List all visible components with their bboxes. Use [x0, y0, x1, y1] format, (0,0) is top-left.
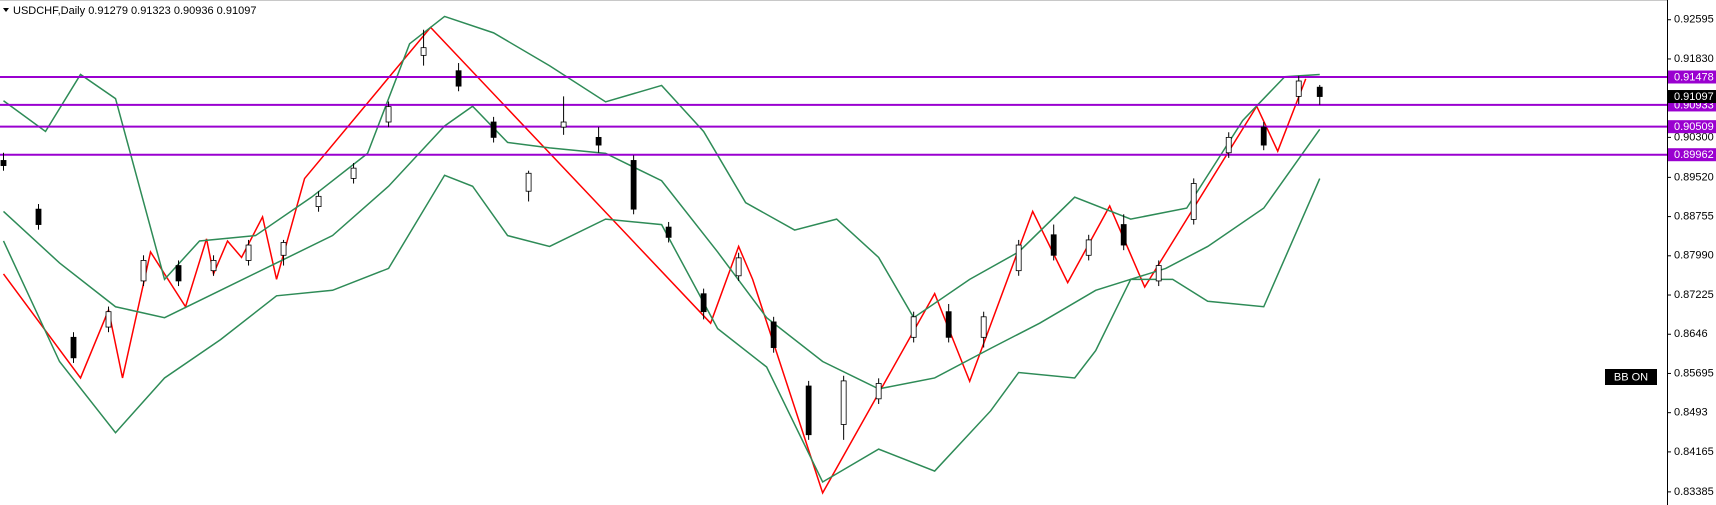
candle-body	[595, 136, 602, 146]
candle-body	[1295, 80, 1302, 97]
candle-body	[0, 160, 7, 166]
close: 0.91097	[217, 5, 257, 17]
candle-body	[280, 242, 287, 256]
candle-body	[175, 265, 182, 282]
current-price-box	[1668, 90, 1716, 104]
candle-body	[980, 316, 987, 338]
candle-body	[1225, 136, 1232, 154]
candle-body	[1316, 86, 1323, 97]
candle-body	[875, 383, 882, 400]
candle-body	[770, 321, 777, 348]
y-tick-label: 0.84165	[1674, 446, 1714, 458]
current-price-label: 0.91097	[1674, 91, 1714, 103]
candle-body	[245, 244, 252, 261]
y-tick-label: 0.87225	[1674, 289, 1714, 301]
candle-body	[210, 260, 217, 272]
y-tick-label: 0.83385	[1674, 486, 1714, 498]
candle-body	[315, 195, 322, 207]
level-label: 0.90509	[1674, 121, 1714, 133]
candle-body	[805, 385, 812, 436]
candle-body	[910, 316, 917, 338]
symbol: USDCHF,Daily	[13, 5, 86, 17]
band-line	[2, 105, 1321, 390]
candle-body	[1120, 224, 1127, 246]
level-label-box	[1668, 120, 1716, 134]
candle-body	[105, 311, 112, 328]
candle-body	[945, 311, 952, 338]
candle-body	[70, 336, 77, 359]
level-label: 0.89962	[1674, 149, 1714, 161]
level-label-box	[1668, 148, 1716, 162]
level-label: 0.91478	[1674, 71, 1714, 83]
candle-body	[1015, 244, 1022, 272]
y-tick-label: 0.8493	[1674, 407, 1708, 419]
band-line	[3, 15, 1320, 319]
y-tick-label: 0.90300	[1674, 131, 1714, 143]
candle-body	[840, 380, 847, 425]
y-tick-label: 0.87990	[1674, 250, 1714, 262]
candle-body	[385, 106, 392, 123]
candle-body	[525, 172, 532, 192]
candle-body	[700, 293, 707, 313]
y-tick-label: 0.92595	[1674, 14, 1714, 26]
y-tick-label: 0.89520	[1674, 171, 1714, 183]
high: 0.91323	[131, 5, 171, 17]
low: 0.90936	[174, 5, 214, 17]
lines	[0, 15, 1667, 495]
candle-body	[560, 121, 567, 128]
chart-header: USDCHF,Daily 0.91279 0.91323 0.90936 0.9…	[13, 5, 256, 17]
candle-body	[1050, 234, 1057, 256]
indicator-badge[interactable]	[1605, 369, 1657, 385]
candles	[0, 29, 1323, 440]
indicator-label[interactable]: BB ON	[1614, 371, 1648, 383]
candle-body	[1190, 183, 1197, 220]
candle-body	[490, 121, 497, 138]
candle-body	[35, 208, 42, 225]
menu-triangle[interactable]	[3, 8, 9, 12]
candle-body	[1155, 265, 1162, 282]
axis: 0.92595 0.91830 0.90300 0.89520 0.88755 0.879…	[1667, 14, 1716, 498]
y-tick-label: 0.8646	[1674, 328, 1708, 340]
y-tick-label: 0.91830	[1674, 53, 1714, 65]
candle-body	[735, 257, 742, 277]
candle-body	[420, 47, 427, 56]
candle-body	[1260, 126, 1267, 146]
band-line	[2, 174, 1321, 484]
candle-body	[665, 226, 672, 238]
level-label-box	[1668, 70, 1716, 84]
candle-body	[350, 167, 357, 179]
candle-body	[455, 70, 462, 87]
candle-body	[630, 160, 637, 210]
open: 0.91279	[88, 5, 128, 17]
candle-body	[1085, 239, 1092, 256]
y-tick-label: 0.85695	[1674, 367, 1714, 379]
candle-body	[140, 260, 147, 282]
y-tick-label: 0.88755	[1674, 210, 1714, 222]
